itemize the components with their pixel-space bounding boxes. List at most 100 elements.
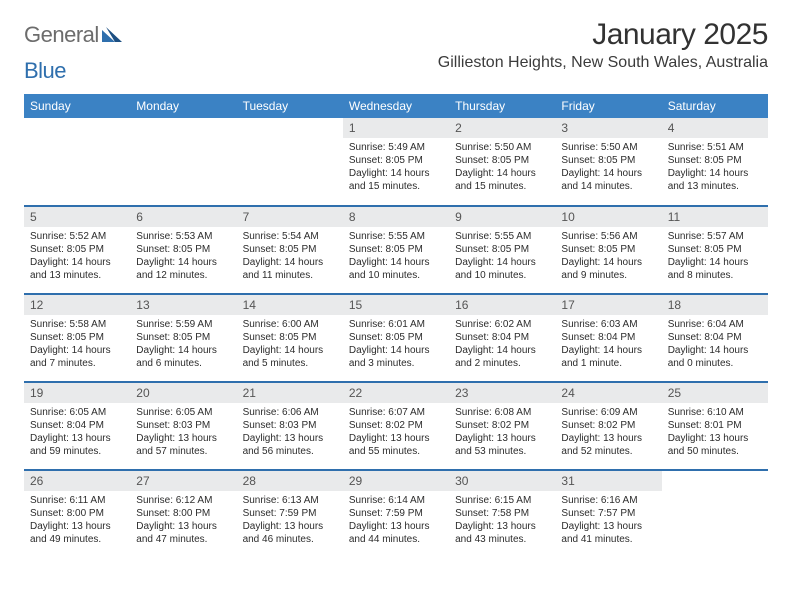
day-content: Sunrise: 5:50 AMSunset: 8:05 PMDaylight:… <box>449 138 555 195</box>
day-number: 18 <box>662 295 768 315</box>
day-header: Tuesday <box>237 94 343 118</box>
day-number: 8 <box>343 207 449 227</box>
calendar-day: 22Sunrise: 6:07 AMSunset: 8:02 PMDayligh… <box>343 382 449 470</box>
day-content: Sunrise: 6:05 AMSunset: 8:03 PMDaylight:… <box>130 403 236 460</box>
calendar-day <box>662 470 768 558</box>
brand-mark-icon <box>102 26 124 42</box>
day-number: 31 <box>555 471 661 491</box>
day-header: Monday <box>130 94 236 118</box>
calendar-day: 20Sunrise: 6:05 AMSunset: 8:03 PMDayligh… <box>130 382 236 470</box>
calendar-day: 25Sunrise: 6:10 AMSunset: 8:01 PMDayligh… <box>662 382 768 470</box>
calendar-body: 1Sunrise: 5:49 AMSunset: 8:05 PMDaylight… <box>24 118 768 558</box>
day-content: Sunrise: 6:10 AMSunset: 8:01 PMDaylight:… <box>662 403 768 460</box>
day-header: Thursday <box>449 94 555 118</box>
day-content: Sunrise: 6:09 AMSunset: 8:02 PMDaylight:… <box>555 403 661 460</box>
day-number: 25 <box>662 383 768 403</box>
day-number: 12 <box>24 295 130 315</box>
day-content: Sunrise: 6:07 AMSunset: 8:02 PMDaylight:… <box>343 403 449 460</box>
day-content: Sunrise: 6:02 AMSunset: 8:04 PMDaylight:… <box>449 315 555 372</box>
calendar-day: 29Sunrise: 6:14 AMSunset: 7:59 PMDayligh… <box>343 470 449 558</box>
day-header: Sunday <box>24 94 130 118</box>
day-number <box>130 118 236 138</box>
calendar-day: 28Sunrise: 6:13 AMSunset: 7:59 PMDayligh… <box>237 470 343 558</box>
calendar-header: SundayMondayTuesdayWednesdayThursdayFrid… <box>24 94 768 118</box>
day-number: 14 <box>237 295 343 315</box>
calendar-day: 23Sunrise: 6:08 AMSunset: 8:02 PMDayligh… <box>449 382 555 470</box>
day-number <box>662 471 768 491</box>
calendar-day: 26Sunrise: 6:11 AMSunset: 8:00 PMDayligh… <box>24 470 130 558</box>
day-number: 4 <box>662 118 768 138</box>
day-header: Wednesday <box>343 94 449 118</box>
calendar-day: 1Sunrise: 5:49 AMSunset: 8:05 PMDaylight… <box>343 118 449 206</box>
calendar-day: 12Sunrise: 5:58 AMSunset: 8:05 PMDayligh… <box>24 294 130 382</box>
day-number: 30 <box>449 471 555 491</box>
day-number: 15 <box>343 295 449 315</box>
calendar-day: 17Sunrise: 6:03 AMSunset: 8:04 PMDayligh… <box>555 294 661 382</box>
day-number: 9 <box>449 207 555 227</box>
day-content: Sunrise: 5:53 AMSunset: 8:05 PMDaylight:… <box>130 227 236 284</box>
calendar-day: 19Sunrise: 6:05 AMSunset: 8:04 PMDayligh… <box>24 382 130 470</box>
day-number: 1 <box>343 118 449 138</box>
day-header: Saturday <box>662 94 768 118</box>
calendar-day: 30Sunrise: 6:15 AMSunset: 7:58 PMDayligh… <box>449 470 555 558</box>
day-number: 28 <box>237 471 343 491</box>
day-number: 2 <box>449 118 555 138</box>
day-content: Sunrise: 6:11 AMSunset: 8:00 PMDaylight:… <box>24 491 130 548</box>
calendar-day: 27Sunrise: 6:12 AMSunset: 8:00 PMDayligh… <box>130 470 236 558</box>
calendar-day: 9Sunrise: 5:55 AMSunset: 8:05 PMDaylight… <box>449 206 555 294</box>
day-number: 10 <box>555 207 661 227</box>
day-content: Sunrise: 5:55 AMSunset: 8:05 PMDaylight:… <box>449 227 555 284</box>
day-content: Sunrise: 6:06 AMSunset: 8:03 PMDaylight:… <box>237 403 343 460</box>
day-content: Sunrise: 6:16 AMSunset: 7:57 PMDaylight:… <box>555 491 661 548</box>
day-number: 3 <box>555 118 661 138</box>
day-content: Sunrise: 5:55 AMSunset: 8:05 PMDaylight:… <box>343 227 449 284</box>
calendar-day: 15Sunrise: 6:01 AMSunset: 8:05 PMDayligh… <box>343 294 449 382</box>
calendar-week: 19Sunrise: 6:05 AMSunset: 8:04 PMDayligh… <box>24 382 768 470</box>
calendar-day: 4Sunrise: 5:51 AMSunset: 8:05 PMDaylight… <box>662 118 768 206</box>
day-content: Sunrise: 6:03 AMSunset: 8:04 PMDaylight:… <box>555 315 661 372</box>
calendar-week: 12Sunrise: 5:58 AMSunset: 8:05 PMDayligh… <box>24 294 768 382</box>
day-number: 29 <box>343 471 449 491</box>
day-number: 22 <box>343 383 449 403</box>
calendar-day: 7Sunrise: 5:54 AMSunset: 8:05 PMDaylight… <box>237 206 343 294</box>
day-number: 5 <box>24 207 130 227</box>
brand-part2: Blue <box>24 58 66 84</box>
day-content: Sunrise: 6:01 AMSunset: 8:05 PMDaylight:… <box>343 315 449 372</box>
day-content: Sunrise: 5:49 AMSunset: 8:05 PMDaylight:… <box>343 138 449 195</box>
calendar-day <box>237 118 343 206</box>
calendar-day: 24Sunrise: 6:09 AMSunset: 8:02 PMDayligh… <box>555 382 661 470</box>
title-block: January 2025 Gillieston Heights, New Sou… <box>438 18 768 72</box>
day-content: Sunrise: 5:50 AMSunset: 8:05 PMDaylight:… <box>555 138 661 195</box>
calendar-day: 14Sunrise: 6:00 AMSunset: 8:05 PMDayligh… <box>237 294 343 382</box>
day-number <box>237 118 343 138</box>
brand-logo: General <box>24 18 126 48</box>
day-number: 11 <box>662 207 768 227</box>
day-number: 17 <box>555 295 661 315</box>
day-number: 6 <box>130 207 236 227</box>
day-number: 23 <box>449 383 555 403</box>
calendar-week: 5Sunrise: 5:52 AMSunset: 8:05 PMDaylight… <box>24 206 768 294</box>
day-content: Sunrise: 6:00 AMSunset: 8:05 PMDaylight:… <box>237 315 343 372</box>
calendar-day: 11Sunrise: 5:57 AMSunset: 8:05 PMDayligh… <box>662 206 768 294</box>
day-content: Sunrise: 6:05 AMSunset: 8:04 PMDaylight:… <box>24 403 130 460</box>
day-content: Sunrise: 5:54 AMSunset: 8:05 PMDaylight:… <box>237 227 343 284</box>
calendar-day: 3Sunrise: 5:50 AMSunset: 8:05 PMDaylight… <box>555 118 661 206</box>
month-title: January 2025 <box>438 18 768 52</box>
brand-part1: General <box>24 22 99 48</box>
calendar-day: 13Sunrise: 5:59 AMSunset: 8:05 PMDayligh… <box>130 294 236 382</box>
calendar-week: 26Sunrise: 6:11 AMSunset: 8:00 PMDayligh… <box>24 470 768 558</box>
calendar-page: General January 2025 Gillieston Heights,… <box>0 0 792 558</box>
calendar-day <box>130 118 236 206</box>
calendar-day: 21Sunrise: 6:06 AMSunset: 8:03 PMDayligh… <box>237 382 343 470</box>
calendar-day: 6Sunrise: 5:53 AMSunset: 8:05 PMDaylight… <box>130 206 236 294</box>
location-subtitle: Gillieston Heights, New South Wales, Aus… <box>438 54 768 72</box>
day-content: Sunrise: 6:12 AMSunset: 8:00 PMDaylight:… <box>130 491 236 548</box>
day-number: 19 <box>24 383 130 403</box>
day-number: 27 <box>130 471 236 491</box>
day-number: 21 <box>237 383 343 403</box>
day-content: Sunrise: 6:13 AMSunset: 7:59 PMDaylight:… <box>237 491 343 548</box>
day-content: Sunrise: 5:51 AMSunset: 8:05 PMDaylight:… <box>662 138 768 195</box>
day-content: Sunrise: 5:57 AMSunset: 8:05 PMDaylight:… <box>662 227 768 284</box>
day-number: 16 <box>449 295 555 315</box>
day-number: 20 <box>130 383 236 403</box>
